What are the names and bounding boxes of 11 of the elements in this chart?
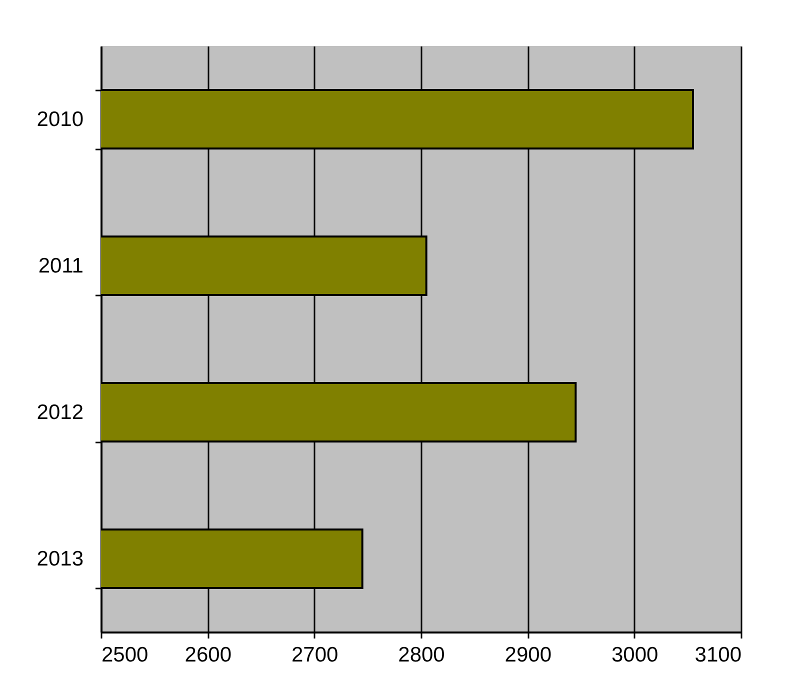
y-tick-label: 2011 xyxy=(38,254,84,278)
x-tick-label: 3000 xyxy=(611,644,658,666)
x-tick-label: 2900 xyxy=(504,644,552,666)
y-tick-label: 2013 xyxy=(36,547,84,570)
y-tick-label: 2012 xyxy=(36,400,84,424)
x-tick-label: 2800 xyxy=(398,644,445,666)
x-tick-label: 2500 xyxy=(102,644,148,666)
y-tick-label: 2010 xyxy=(36,108,84,131)
x-tick-label: 2600 xyxy=(184,644,232,666)
x-tick-label: 3100 xyxy=(694,644,742,666)
x-tick-label: 2700 xyxy=(291,644,338,666)
